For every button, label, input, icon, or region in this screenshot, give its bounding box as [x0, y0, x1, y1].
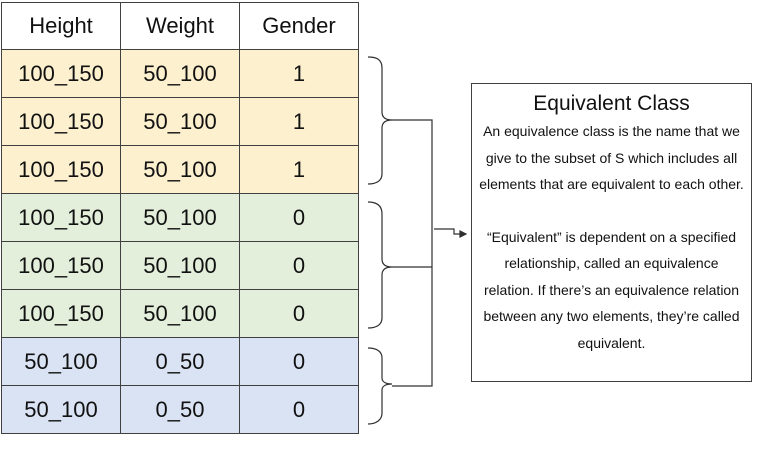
cell-gender: 1 [239, 145, 359, 194]
header-height: Height [1, 2, 121, 50]
cell-gender: 0 [239, 193, 359, 242]
cell-gender: 1 [239, 97, 359, 146]
cell-weight: 50_100 [120, 193, 240, 242]
cell-height: 50_100 [1, 337, 121, 386]
table-row: 50_100 0_50 0 [1, 385, 359, 434]
table-row: 50_100 0_50 0 [1, 337, 359, 386]
cell-height: 50_100 [1, 385, 121, 434]
cell-height: 100_150 [1, 289, 121, 338]
cell-weight: 50_100 [120, 289, 240, 338]
cell-weight: 0_50 [120, 385, 240, 434]
cell-weight: 50_100 [120, 145, 240, 194]
table-row: 100_150 50_100 0 [1, 193, 359, 242]
table-row: 100_150 50_100 0 [1, 289, 359, 338]
cell-height: 100_150 [1, 97, 121, 146]
cell-weight: 50_100 [120, 241, 240, 290]
cell-height: 100_150 [1, 49, 121, 98]
brace-group-2 [367, 201, 393, 329]
cell-weight: 50_100 [120, 49, 240, 98]
cell-weight: 0_50 [120, 337, 240, 386]
table-row: 100_150 50_100 1 [1, 145, 359, 194]
table-row: 100_150 50_100 1 [1, 49, 359, 98]
table-header-row: Height Weight Gender [1, 2, 359, 50]
cell-gender: 0 [239, 337, 359, 386]
cell-gender: 0 [239, 385, 359, 434]
table-row: 100_150 50_100 0 [1, 241, 359, 290]
brace-group-1 [367, 56, 393, 185]
definition-paragraph-2: “Equivalent” is dependent on a specified… [483, 228, 740, 351]
cell-gender: 1 [239, 49, 359, 98]
arrow-head-icon [459, 230, 468, 238]
cell-gender: 0 [239, 241, 359, 290]
cell-height: 100_150 [1, 193, 121, 242]
connector-lines [392, 119, 433, 387]
cell-height: 100_150 [1, 145, 121, 194]
definition-box: Equivalent Class An equivalence class is… [471, 83, 752, 382]
definition-paragraph-1: An equivalence class is the name that we… [479, 123, 744, 192]
cell-height: 100_150 [1, 241, 121, 290]
data-table: Height Weight Gender 100_150 50_100 1 10… [1, 2, 359, 434]
table-row: 100_150 50_100 1 [1, 97, 359, 146]
cell-gender: 0 [239, 289, 359, 338]
definition-title: Equivalent Class [533, 92, 690, 115]
brace-group-3 [367, 347, 393, 425]
